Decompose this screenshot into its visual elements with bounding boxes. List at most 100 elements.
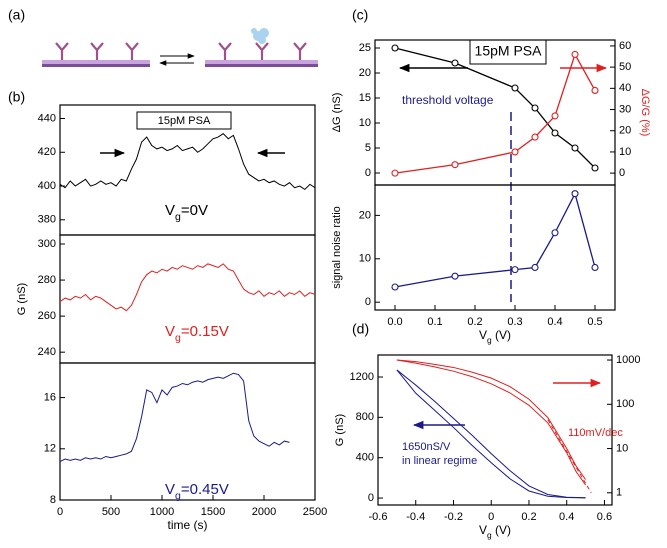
trace-label-part: g bbox=[175, 211, 181, 223]
x-tick-label: 0 bbox=[488, 511, 494, 523]
y2-tick-label: 20 bbox=[619, 125, 631, 137]
trace-label-part: g bbox=[175, 332, 181, 344]
point bbox=[511, 266, 519, 274]
substrate bbox=[42, 60, 150, 64]
y-tick-label: 0 bbox=[368, 492, 374, 504]
trace-label-part: V bbox=[165, 202, 175, 219]
substrate bbox=[42, 64, 150, 67]
point bbox=[591, 263, 599, 272]
point bbox=[391, 44, 399, 52]
receptors bbox=[55, 42, 307, 60]
substrate bbox=[205, 60, 318, 64]
y-tick-label: 10 bbox=[359, 253, 371, 265]
y-tick-label: 380 bbox=[38, 214, 56, 226]
x-axis-label-part: V bbox=[479, 328, 487, 342]
plot-frame bbox=[374, 184, 616, 311]
x-tick-label: 2500 bbox=[303, 506, 327, 518]
point bbox=[391, 169, 399, 177]
series-line bbox=[59, 263, 316, 312]
point bbox=[531, 133, 539, 141]
point bbox=[451, 272, 459, 280]
x-tick-label: 1000 bbox=[150, 506, 174, 518]
y-tick-label: 10 bbox=[359, 117, 371, 129]
series-line bbox=[396, 369, 586, 499]
x-tick-label: 500 bbox=[102, 506, 120, 518]
tag: 15pM PSA bbox=[158, 115, 211, 127]
plot-frame bbox=[59, 362, 316, 501]
point bbox=[591, 86, 599, 95]
y2-tick-label: 100 bbox=[616, 398, 634, 410]
y2-tick-label: 50 bbox=[619, 61, 631, 73]
point bbox=[531, 104, 539, 112]
y-tick-label: 12 bbox=[44, 443, 56, 455]
y2-tick-label: 10 bbox=[616, 442, 628, 454]
series-line bbox=[396, 359, 586, 480]
x-tick-label: 1500 bbox=[201, 506, 225, 518]
x-tick-label: 0.4 bbox=[559, 511, 574, 523]
y2-tick-label: 60 bbox=[619, 40, 631, 52]
trace-label: Vg=0.45V bbox=[165, 481, 229, 502]
series-line bbox=[59, 372, 290, 463]
x-tick-label: 0.6 bbox=[597, 511, 612, 523]
y-tick-label: 800 bbox=[356, 411, 374, 423]
y-tick-label: 400 bbox=[356, 452, 374, 464]
annotation: 110mV/dec bbox=[568, 427, 623, 439]
y-axis-label: G (nS) bbox=[16, 283, 28, 315]
y2-tick-label: 0 bbox=[619, 167, 625, 179]
point bbox=[571, 144, 579, 152]
schematic bbox=[42, 28, 318, 67]
y-tick-label: 15 bbox=[359, 92, 371, 104]
y-tick-label: 0 bbox=[365, 167, 371, 179]
point bbox=[571, 50, 579, 58]
point bbox=[451, 59, 459, 67]
series-line bbox=[547, 419, 592, 494]
y2-tick-label: 40 bbox=[619, 82, 631, 94]
x-axis-label: Vg (V) bbox=[479, 523, 511, 540]
y2-tick-label: 1 bbox=[616, 487, 622, 499]
x-tick-label: 0.1 bbox=[427, 316, 442, 328]
tag: 15pM PSA bbox=[475, 43, 543, 59]
y-axis-label: signal noise ratio bbox=[331, 206, 343, 289]
x-axis-label-part: (V) bbox=[492, 328, 511, 342]
panel-label: (c) bbox=[352, 7, 368, 23]
y-tick-label: 16 bbox=[44, 391, 56, 403]
trace-label-part: =0.15V bbox=[181, 323, 229, 340]
y-tick-label: 25 bbox=[359, 42, 371, 54]
y-tick-label: 240 bbox=[38, 346, 56, 358]
series-line bbox=[59, 133, 316, 191]
substrate bbox=[205, 64, 318, 67]
trace-label-part: V bbox=[165, 323, 175, 340]
y-tick-label: 400 bbox=[38, 180, 56, 192]
x-tick-label: 0.4 bbox=[547, 316, 562, 328]
y-tick-label: 20 bbox=[359, 67, 371, 79]
point bbox=[391, 283, 399, 291]
series-line bbox=[394, 191, 596, 288]
point bbox=[551, 112, 559, 120]
x-axis-label: Vg (V) bbox=[479, 328, 511, 345]
point bbox=[551, 129, 559, 137]
x-axis-label-part: g bbox=[487, 335, 492, 345]
trace-label-part: =0.45V bbox=[181, 481, 229, 498]
series-line bbox=[396, 359, 586, 486]
x-axis-label-part: time (s) bbox=[168, 518, 208, 532]
y-tick-label: 260 bbox=[38, 310, 56, 322]
trace-label-part: =0V bbox=[181, 202, 208, 219]
y-tick-label: 1200 bbox=[350, 371, 374, 383]
point bbox=[531, 263, 539, 272]
tag-box bbox=[469, 39, 547, 65]
point bbox=[591, 164, 599, 172]
y-tick-label: 300 bbox=[38, 238, 56, 250]
point bbox=[571, 190, 579, 198]
x-axis-label-part: V bbox=[479, 523, 487, 537]
x-axis-label-part: g bbox=[487, 530, 492, 540]
x-tick-label: 0.0 bbox=[387, 316, 402, 328]
annotation: in linear regime bbox=[402, 455, 477, 467]
trace-label: Vg=0.15V bbox=[165, 323, 229, 344]
y-axis-label: ΔG (nS) bbox=[331, 93, 343, 133]
x-axis-label-part: (V) bbox=[492, 523, 511, 537]
x-tick-label: 0.3 bbox=[507, 316, 522, 328]
y2-tick-label: 10 bbox=[619, 146, 631, 158]
y-tick-label: 280 bbox=[38, 274, 56, 286]
y-axis-label: G (nS) bbox=[334, 414, 346, 446]
